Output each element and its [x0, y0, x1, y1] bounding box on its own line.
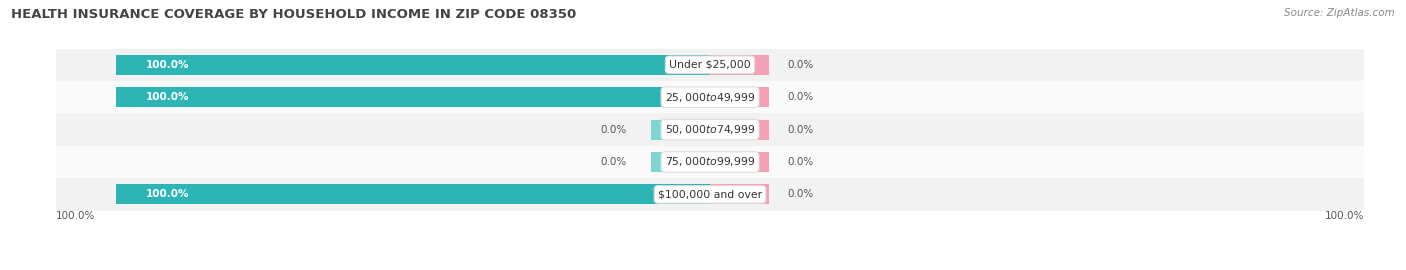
- Bar: [710, 120, 769, 140]
- Text: $100,000 and over: $100,000 and over: [658, 189, 762, 200]
- Bar: [651, 152, 710, 172]
- Bar: [710, 55, 769, 75]
- Text: 0.0%: 0.0%: [600, 157, 627, 167]
- Text: 0.0%: 0.0%: [787, 60, 814, 70]
- Text: 0.0%: 0.0%: [787, 92, 814, 102]
- Bar: [115, 87, 710, 107]
- Text: $50,000 to $74,999: $50,000 to $74,999: [665, 123, 755, 136]
- Text: $75,000 to $99,999: $75,000 to $99,999: [665, 156, 755, 168]
- Text: 0.0%: 0.0%: [787, 189, 814, 200]
- Bar: [115, 55, 710, 75]
- Text: 100.0%: 100.0%: [145, 189, 188, 200]
- Bar: [710, 184, 769, 204]
- Bar: [710, 152, 769, 172]
- Text: HEALTH INSURANCE COVERAGE BY HOUSEHOLD INCOME IN ZIP CODE 08350: HEALTH INSURANCE COVERAGE BY HOUSEHOLD I…: [11, 8, 576, 21]
- Text: 100.0%: 100.0%: [1324, 211, 1364, 221]
- Text: 100.0%: 100.0%: [145, 60, 188, 70]
- Text: 0.0%: 0.0%: [787, 157, 814, 167]
- Bar: [651, 120, 710, 140]
- Text: 0.0%: 0.0%: [600, 124, 627, 135]
- Text: $25,000 to $49,999: $25,000 to $49,999: [665, 91, 755, 104]
- Bar: [710, 87, 769, 107]
- Bar: [56, 178, 1364, 211]
- Bar: [115, 184, 710, 204]
- Text: Under $25,000: Under $25,000: [669, 60, 751, 70]
- Text: 100.0%: 100.0%: [56, 211, 96, 221]
- Bar: [56, 81, 1364, 113]
- Bar: [56, 146, 1364, 178]
- Text: 100.0%: 100.0%: [145, 92, 188, 102]
- Bar: [56, 49, 1364, 81]
- Text: Source: ZipAtlas.com: Source: ZipAtlas.com: [1284, 8, 1395, 18]
- Text: 0.0%: 0.0%: [787, 124, 814, 135]
- Bar: [56, 113, 1364, 146]
